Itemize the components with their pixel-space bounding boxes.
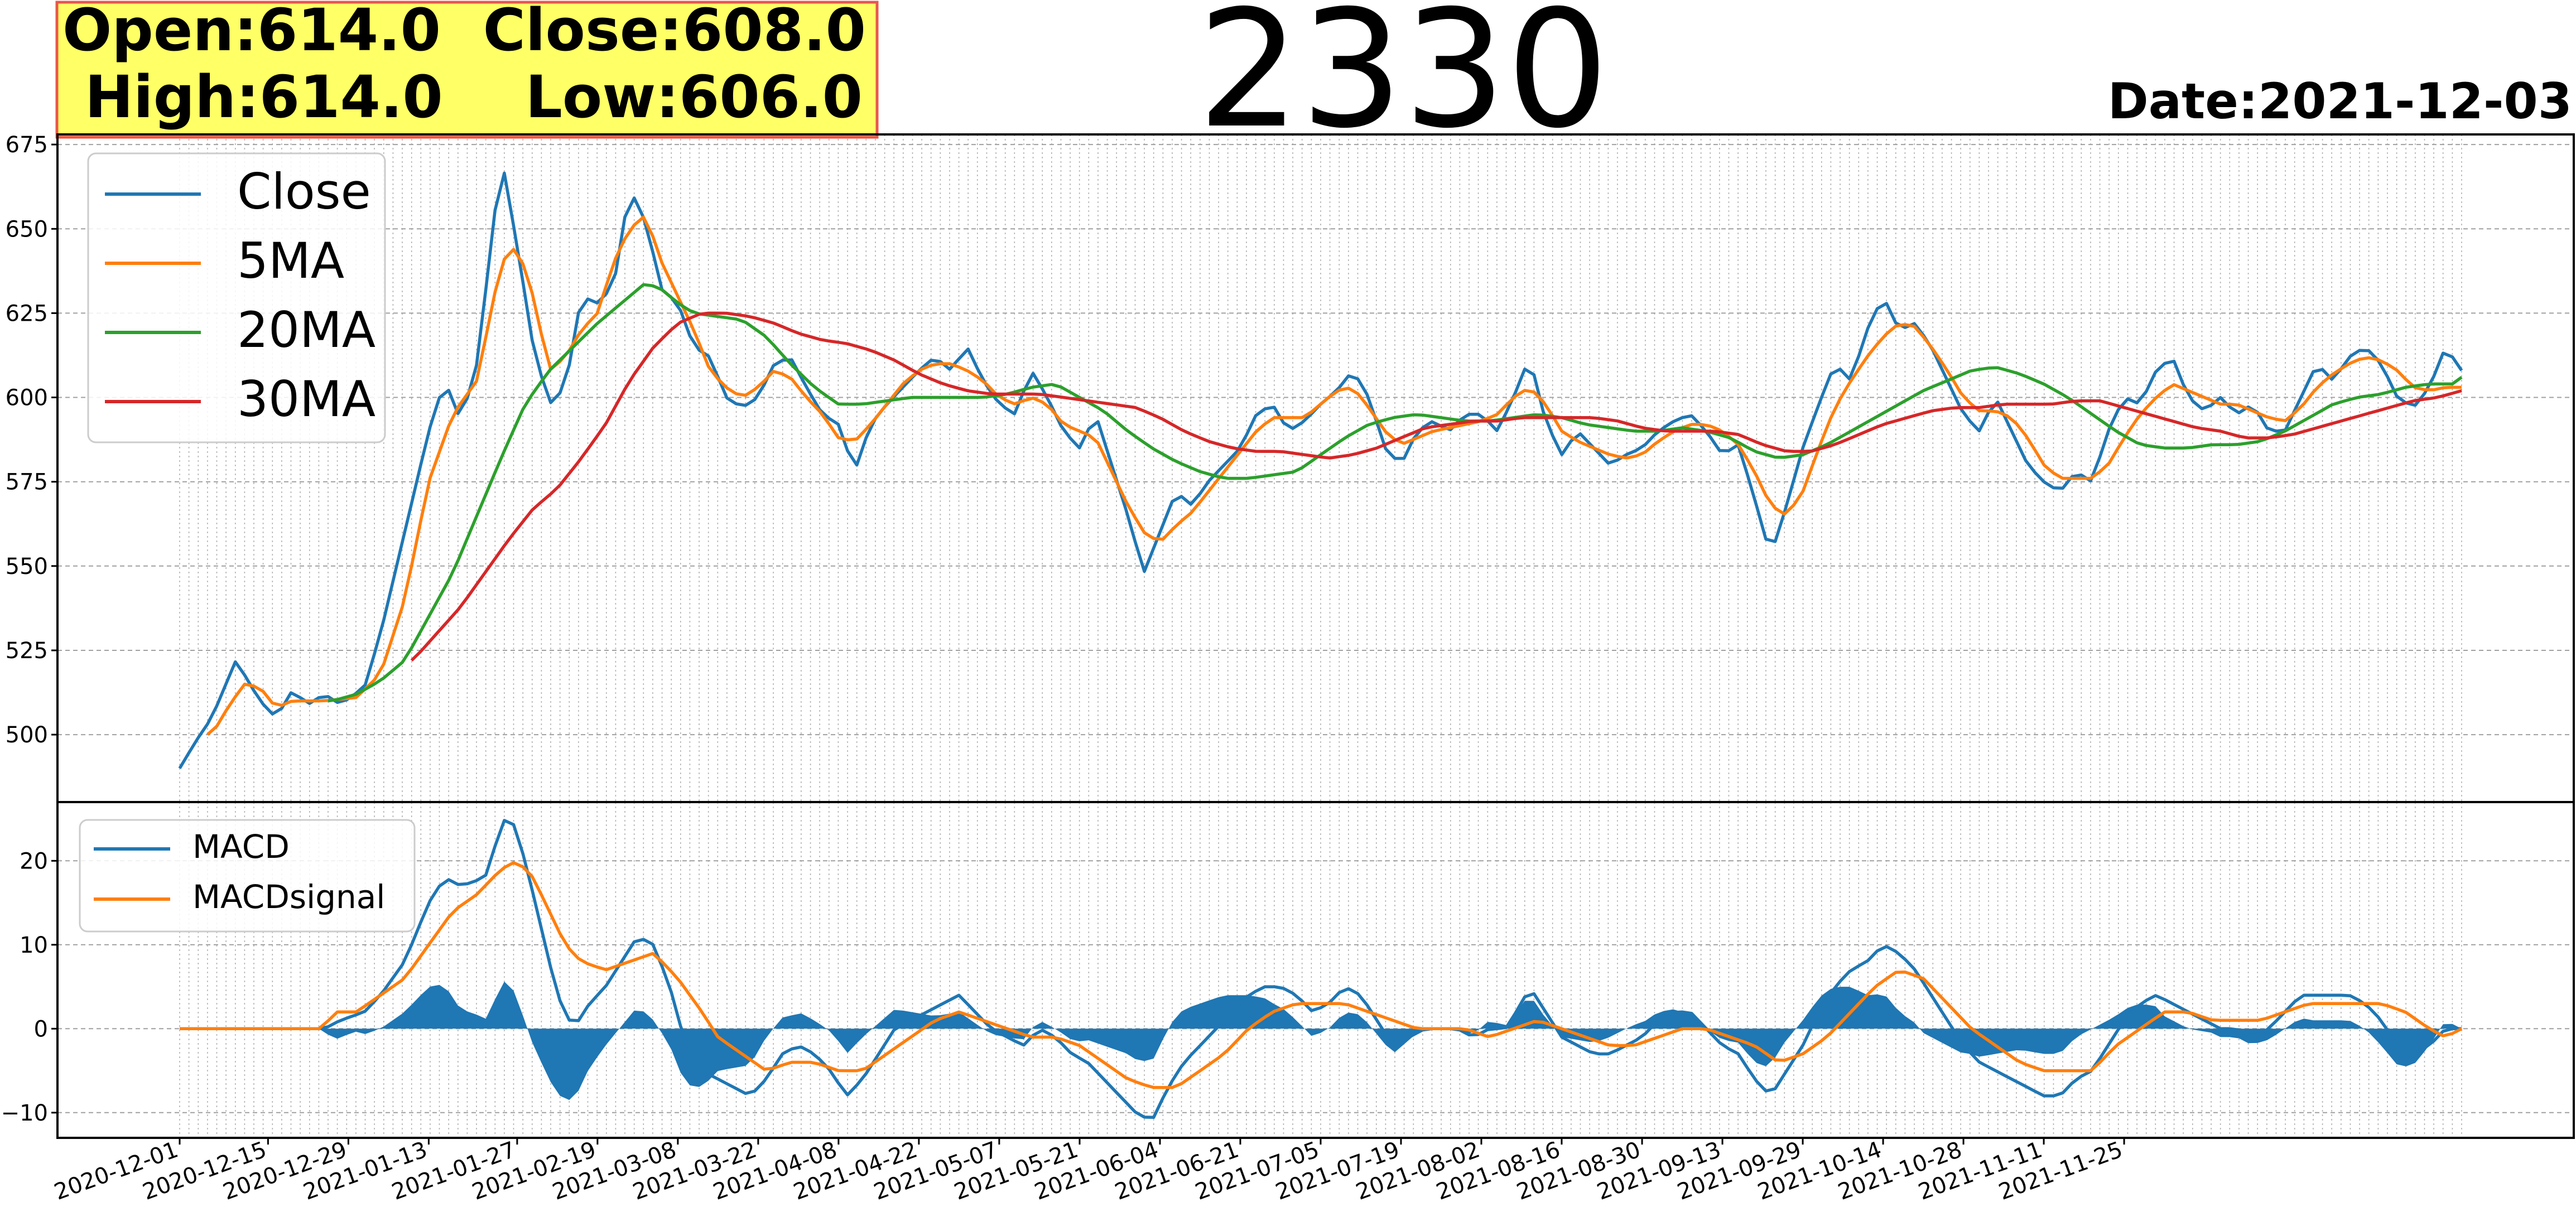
open-value: Open:614.0	[62, 0, 441, 64]
price-ytick-label: 525	[6, 638, 48, 664]
price-legend-box	[87, 152, 386, 443]
macd-ytick-label: 20	[20, 848, 48, 874]
low-value: Low:606.0	[526, 63, 863, 131]
price-y-axis: 500 525 550 575 600 625 650 675	[6, 132, 57, 748]
macd-histogram-area	[180, 981, 2462, 1100]
legend-20ma-label: 20MA	[237, 301, 375, 359]
price-ytick-label: 600	[6, 385, 48, 411]
price-series-5ma	[206, 215, 2462, 736]
macd-series-macd	[180, 819, 2462, 1119]
price-ytick-label: 675	[6, 132, 48, 158]
macd-ytick-label: 0	[34, 1016, 48, 1042]
ticker-title: 2330	[1197, 0, 1609, 164]
legend-macdsignal-label: MACDsignal	[192, 878, 385, 916]
price-grid	[57, 134, 2574, 802]
price-series-30ma	[410, 311, 2462, 662]
price-lines	[178, 171, 2463, 769]
legend-30ma-label: 30MA	[237, 370, 375, 428]
macd-y-axis: −10 0 10 20	[1, 848, 57, 1126]
price-series-20ma	[328, 283, 2463, 703]
ohlc-box-background	[55, 1, 879, 139]
macd-series-macdsignal	[180, 861, 2463, 1089]
price-ytick-label: 650	[6, 216, 48, 242]
macd-panel: −10 0 10 20 MACD MACDsignal 2020-12-012020-…	[1, 801, 2575, 1205]
legend-macd-label: MACD	[192, 828, 290, 866]
x-axis-labels: 2020-12-012020-12-152020-12-292021-01-13…	[51, 1137, 2126, 1205]
date-label: Date:2021-12-03	[2108, 73, 2572, 130]
price-ytick-label: 500	[6, 722, 48, 748]
price-panel: 500 525 550 575 600 625 650 675 Close 5MA 20MA …	[6, 132, 2575, 803]
legend-close-label: Close	[237, 163, 371, 220]
ohlc-box: Open:614.0 Close:608.0 High:614.0 Low:60…	[55, 0, 879, 139]
price-ytick-label: 575	[6, 470, 48, 495]
macd-histogram	[180, 981, 2462, 1100]
price-ytick-label: 550	[6, 554, 48, 580]
high-value: High:614.0	[85, 63, 443, 131]
legend-5ma-label: 5MA	[237, 232, 344, 289]
close-value: Close:608.0	[483, 0, 866, 64]
macd-ytick-label: 10	[20, 933, 48, 958]
macd-grid	[57, 802, 2574, 1138]
macd-ytick-label: −10	[1, 1100, 48, 1126]
price-legend: Close 5MA 20MA 30MA	[87, 152, 386, 443]
macd-legend: MACD MACDsignal	[79, 819, 416, 933]
macd-panel-frame	[56, 801, 2575, 1139]
price-ytick-label: 625	[6, 301, 48, 326]
macd-lines	[180, 819, 2463, 1119]
